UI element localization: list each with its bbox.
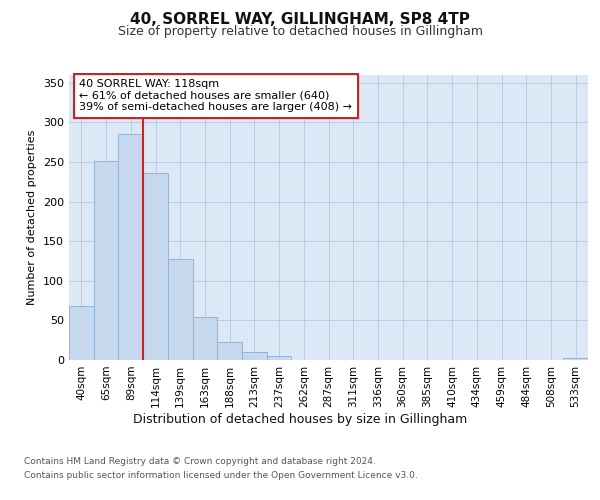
Bar: [168, 258, 193, 360]
Text: Contains public sector information licensed under the Open Government Licence v3: Contains public sector information licen…: [24, 471, 418, 480]
Bar: [69, 306, 94, 360]
Text: Contains HM Land Registry data © Crown copyright and database right 2024.: Contains HM Land Registry data © Crown c…: [24, 458, 376, 466]
Bar: [563, 358, 588, 360]
Text: Distribution of detached houses by size in Gillingham: Distribution of detached houses by size …: [133, 412, 467, 426]
Bar: [94, 162, 118, 360]
Bar: [267, 356, 292, 360]
Bar: [118, 134, 143, 360]
Y-axis label: Number of detached properties: Number of detached properties: [28, 130, 37, 305]
Text: 40, SORREL WAY, GILLINGHAM, SP8 4TP: 40, SORREL WAY, GILLINGHAM, SP8 4TP: [130, 12, 470, 28]
Text: 40 SORREL WAY: 118sqm
← 61% of detached houses are smaller (640)
39% of semi-det: 40 SORREL WAY: 118sqm ← 61% of detached …: [79, 80, 352, 112]
Bar: [242, 352, 267, 360]
Bar: [193, 318, 217, 360]
Text: Size of property relative to detached houses in Gillingham: Size of property relative to detached ho…: [118, 25, 482, 38]
Bar: [217, 342, 242, 360]
Bar: [143, 173, 168, 360]
